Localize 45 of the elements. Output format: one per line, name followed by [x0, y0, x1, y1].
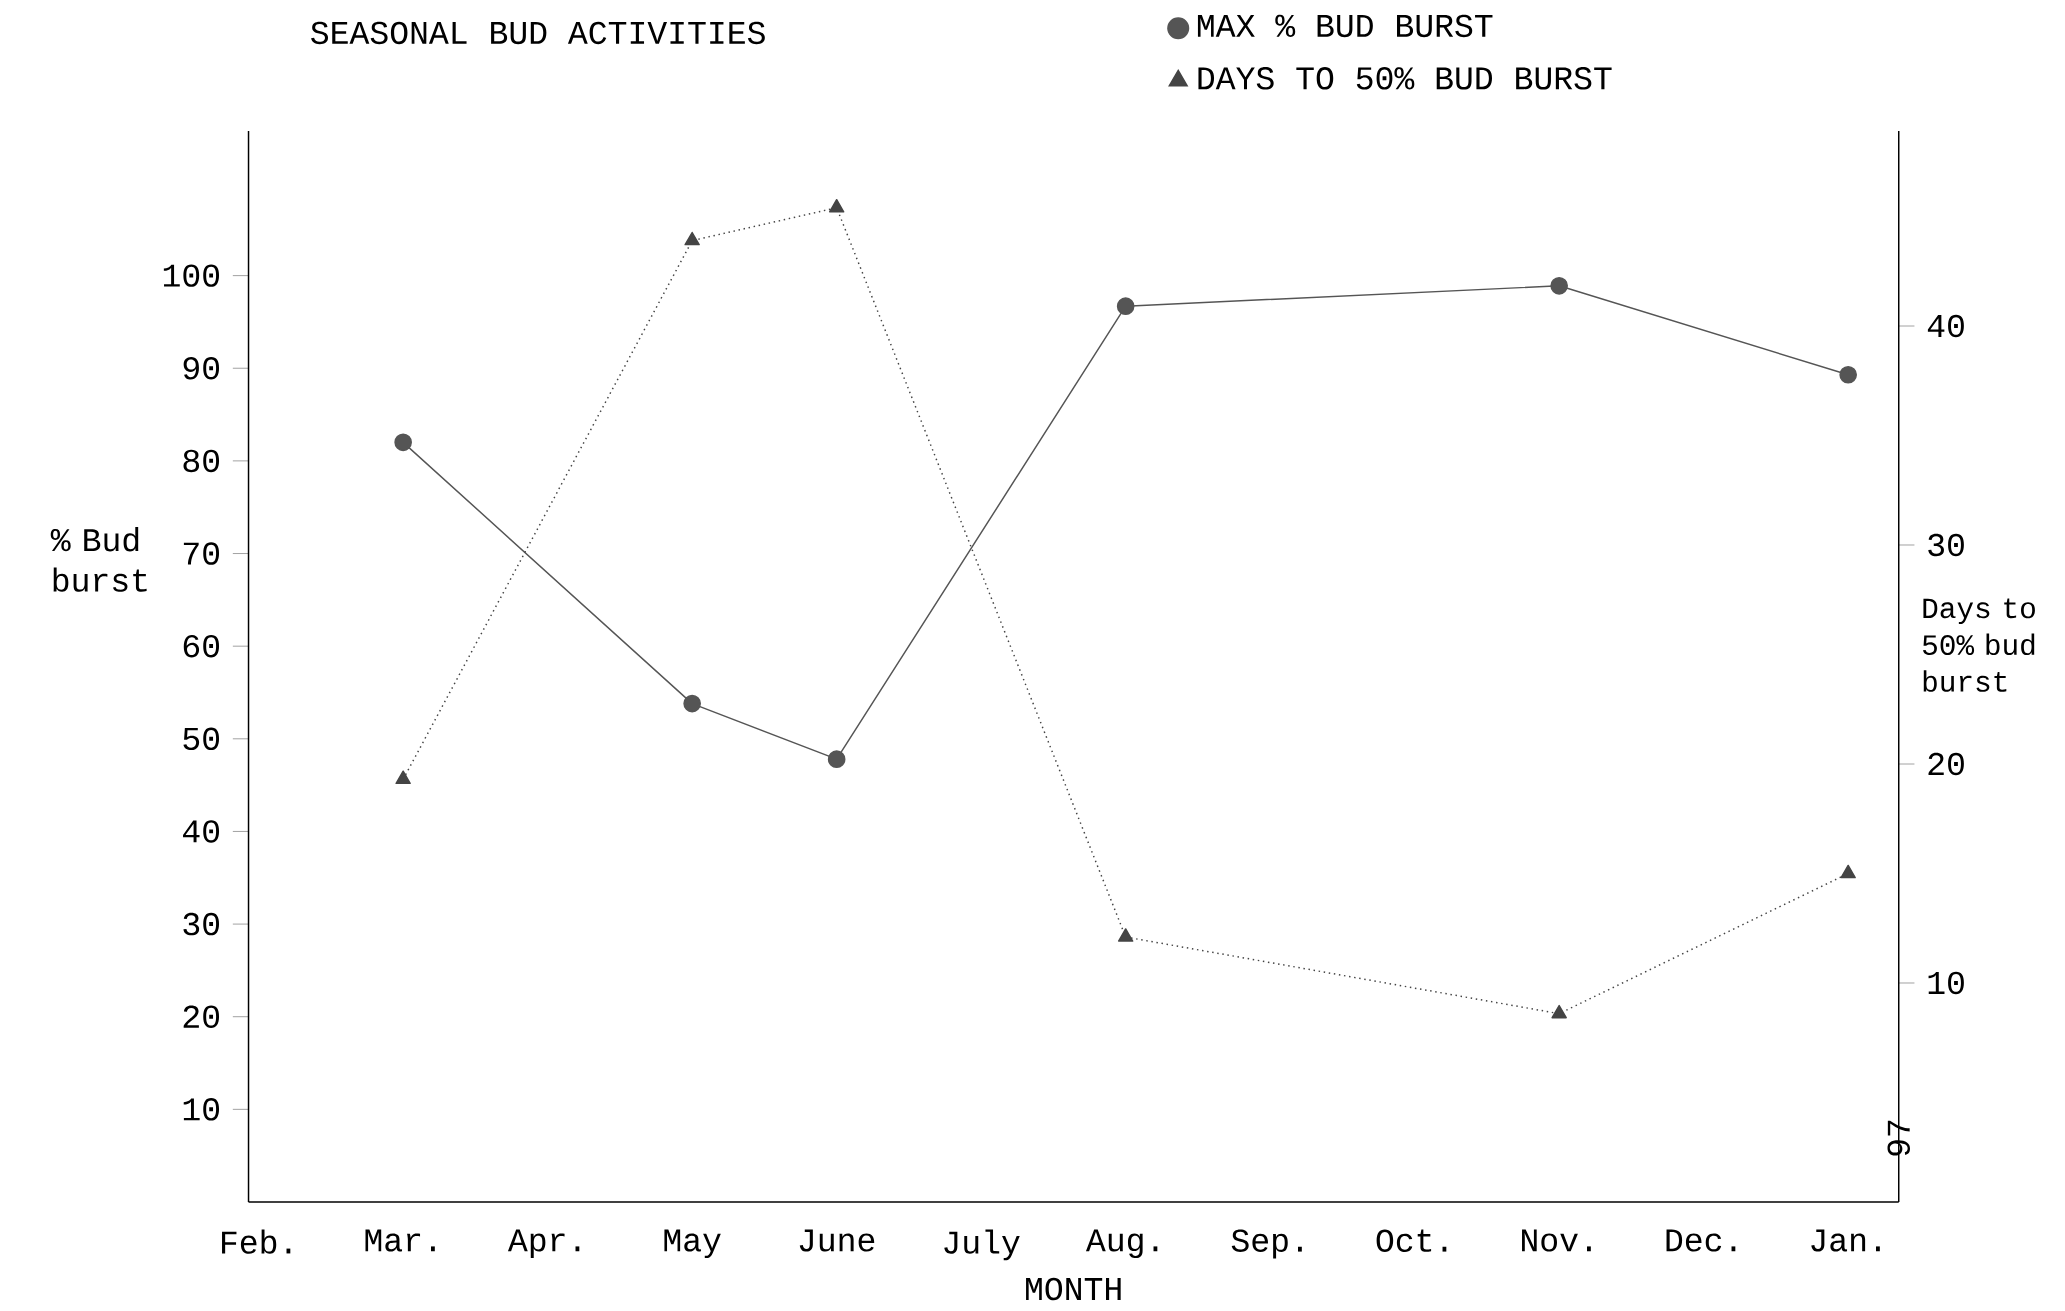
point [683, 694, 701, 713]
legend-label: MAX % BUD BURST [1197, 14, 1493, 38]
y-tick-label: 100 [163, 264, 220, 287]
x-tick-label: Sep. [1231, 1229, 1302, 1259]
y-tick-label: 50 [183, 727, 220, 750]
x-tick-label: Aug. [1085, 1229, 1158, 1258]
y-tick-label: 80 [183, 449, 220, 473]
y2-tick-label: 30 [1928, 533, 1964, 557]
y2-tick-label: 10 [1928, 971, 1964, 995]
x-axis-title: MONTH [1026, 1277, 1121, 1301]
y2-tick-label: 40 [1927, 314, 1964, 338]
y-tick-label: 10 [183, 1098, 220, 1121]
x-tick-label: Mar. [365, 1229, 435, 1252]
y-tick-label: 70 [183, 542, 220, 565]
x-tick-label: Nov. [1522, 1229, 1591, 1252]
point [1117, 928, 1134, 942]
point [1840, 864, 1856, 879]
y-tick-label: 20 [183, 1005, 220, 1028]
point [1551, 1004, 1567, 1019]
x-tick-label: June [799, 1229, 875, 1252]
legend-label: DAYS TO 50% BUD BURST [1198, 67, 1612, 90]
point [828, 198, 845, 213]
x-tick-label: Apr. [507, 1229, 580, 1258]
point [1550, 276, 1568, 295]
point [394, 433, 412, 452]
point [1839, 365, 1857, 384]
y-tick-label: 30 [183, 912, 220, 936]
point [684, 231, 700, 246]
x-tick-label: Oct. [1376, 1229, 1447, 1252]
x-tick-label: Dec. [1666, 1229, 1736, 1252]
x-tick-label: Feb. [222, 1229, 291, 1254]
y-tick-label: 40 [183, 820, 220, 843]
y-tick-label: 60 [183, 634, 220, 658]
y-axis-title: % Bud burst [50, 526, 147, 592]
point [1116, 297, 1135, 315]
point [395, 770, 411, 784]
y-tick-label: 90 [183, 356, 220, 380]
annotation: 97 [1887, 1120, 1910, 1156]
x-tick-label: July [944, 1229, 1020, 1261]
x-tick-label: Jan. [1811, 1229, 1880, 1252]
chart-title: SEASONAL BUD ACTIVITIES [311, 21, 765, 45]
y2-axis-title: Days to 50% bud burst [1922, 598, 2035, 692]
x-tick-label: May [664, 1229, 721, 1258]
y2-tick-label: 20 [1928, 752, 1964, 776]
point [827, 750, 846, 768]
